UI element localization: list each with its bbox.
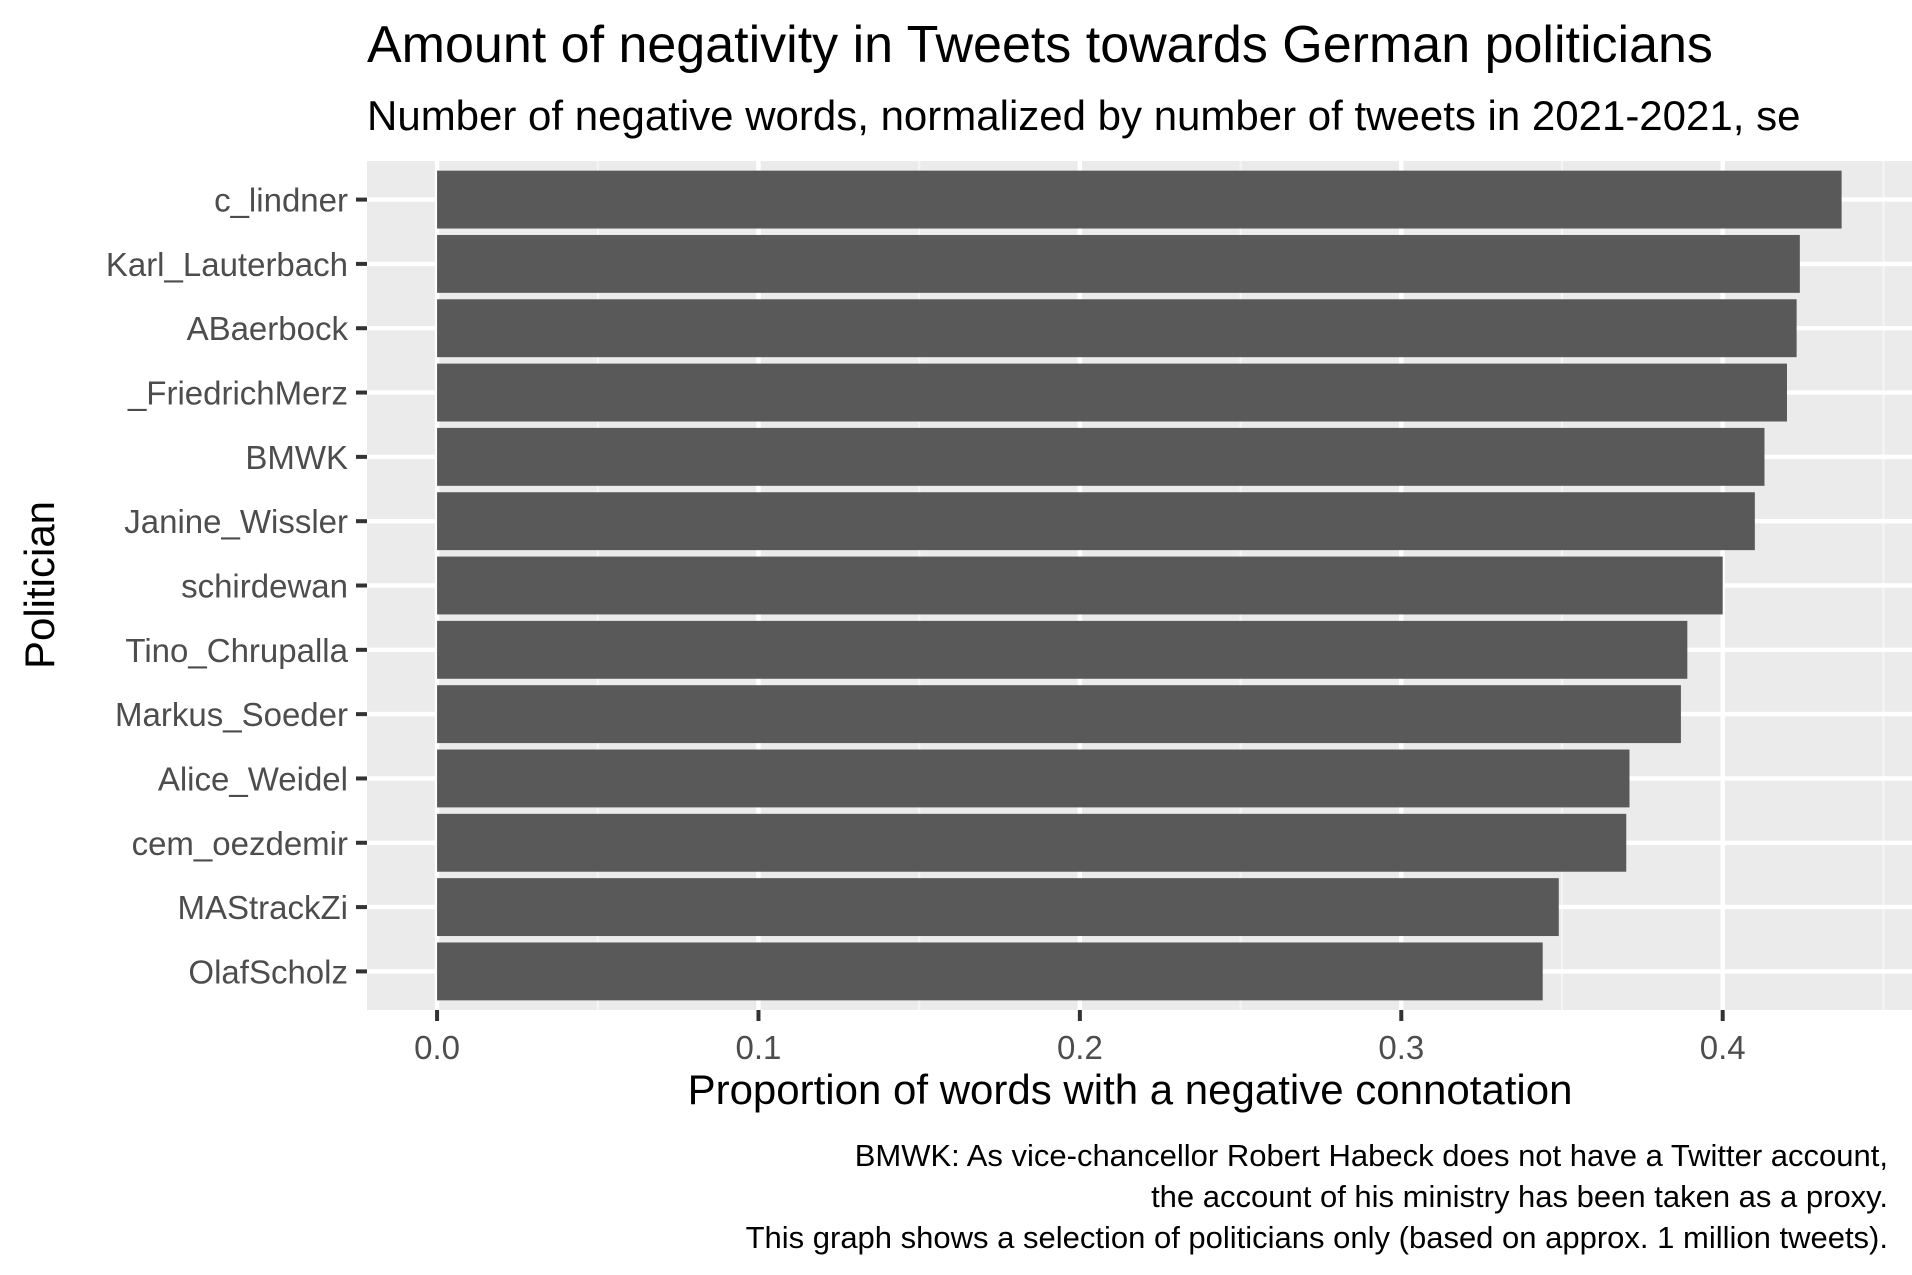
y-tick-label: BMWK bbox=[245, 439, 348, 476]
y-tick-label: cem_oezdemir bbox=[132, 825, 348, 862]
chart-subtitle: Number of negative words, normalized by … bbox=[367, 92, 1800, 139]
bar-ABaerbock bbox=[437, 299, 1797, 358]
y-tick-label: MAStrackZi bbox=[177, 889, 348, 926]
caption-line: the account of his ministry has been tak… bbox=[1151, 1179, 1888, 1214]
bar-c_lindner bbox=[437, 170, 1842, 229]
bar-Markus_Soeder bbox=[437, 685, 1681, 744]
y-tick-label: ABaerbock bbox=[187, 310, 349, 347]
bar-Tino_Chrupalla bbox=[437, 620, 1688, 679]
y-tick-label: OlafScholz bbox=[188, 953, 348, 990]
bar-cem_oezdemir bbox=[437, 813, 1627, 872]
y-tick-label: Alice_Weidel bbox=[158, 760, 348, 797]
y-tick-label: Markus_Soeder bbox=[115, 696, 348, 733]
bar-_FriedrichMerz bbox=[437, 363, 1787, 422]
y-tick-label: Tino_Chrupalla bbox=[125, 632, 348, 669]
y-tick-label: Karl_Lauterbach bbox=[106, 246, 348, 283]
bar-Alice_Weidel bbox=[437, 749, 1630, 808]
caption-line: BMWK: As vice-chancellor Robert Habeck d… bbox=[855, 1138, 1888, 1173]
x-tick-label: 0.3 bbox=[1378, 1029, 1424, 1066]
bar-MAStrackZi bbox=[437, 878, 1559, 937]
caption: BMWK: As vice-chancellor Robert Habeck d… bbox=[746, 1138, 1888, 1255]
bar-Karl_Lauterbach bbox=[437, 234, 1800, 293]
x-tick-label: 0.1 bbox=[736, 1029, 782, 1066]
y-tick-label: c_lindner bbox=[214, 182, 348, 219]
y-tick-label: _FriedrichMerz bbox=[127, 375, 348, 412]
bar-Janine_Wissler bbox=[437, 492, 1755, 551]
y-axis-title: Politician bbox=[16, 501, 63, 669]
x-axis: 0.0 0.1 0.2 0.3 0.4 bbox=[414, 1010, 1746, 1066]
bars bbox=[437, 170, 1842, 1001]
caption-line: This graph shows a selection of politici… bbox=[746, 1220, 1888, 1255]
x-axis-title: Proportion of words with a negative conn… bbox=[688, 1066, 1573, 1113]
y-tick-label: schirdewan bbox=[181, 568, 348, 605]
x-tick-label: 0.4 bbox=[1700, 1029, 1746, 1066]
bar-schirdewan bbox=[437, 556, 1723, 615]
y-axis: c_lindner Karl_Lauterbach ABaerbock _Friedr… bbox=[106, 182, 367, 990]
bar-BMWK bbox=[437, 427, 1765, 486]
x-tick-label: 0.0 bbox=[414, 1029, 460, 1066]
y-tick-label: Janine_Wissler bbox=[124, 503, 348, 540]
x-tick-label: 0.2 bbox=[1057, 1029, 1103, 1066]
bar-OlafScholz bbox=[437, 942, 1543, 1001]
chart-title: Amount of negativity in Tweets towards G… bbox=[367, 16, 1713, 74]
